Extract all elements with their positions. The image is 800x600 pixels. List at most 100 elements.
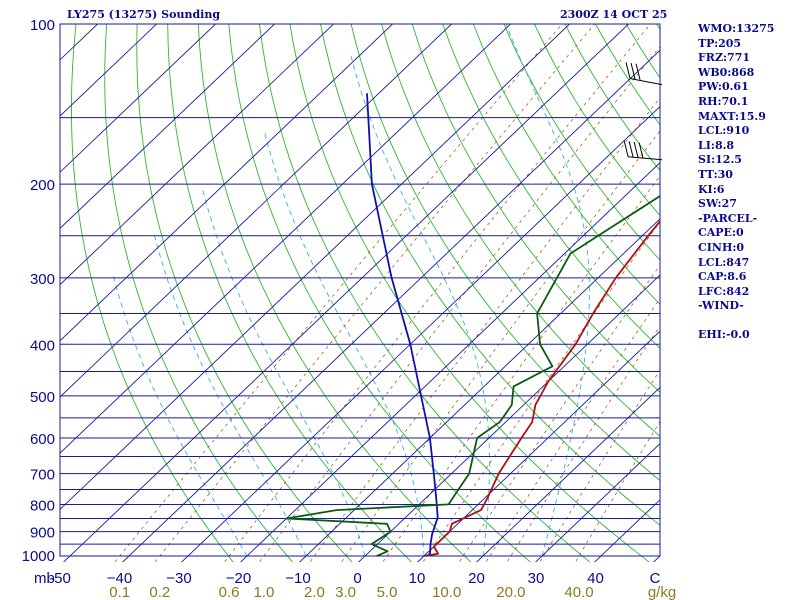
- index-line: WMO:13275: [698, 22, 775, 35]
- mixing-ratio-label: 5.0: [377, 584, 398, 600]
- wind-barb: [625, 62, 663, 86]
- isotherm: [63, 24, 630, 562]
- dry-adiabat: [197, 24, 472, 562]
- isotherm: [240, 162, 660, 562]
- index-line: CAP:8.6: [698, 270, 747, 284]
- index-line: -WIND-: [698, 299, 744, 313]
- isotherm: [60, 24, 335, 286]
- mixing-ratio-label: 1.0: [253, 584, 274, 600]
- isotherm: [181, 105, 660, 562]
- temperature-label: 0: [353, 570, 361, 587]
- mixing-ratio-label: 20.0: [496, 584, 525, 600]
- temperature-label: -50: [49, 570, 71, 587]
- dry-adiabat: [167, 24, 413, 562]
- pressure-unit-label: mb: [34, 570, 55, 587]
- isotherm: [60, 24, 217, 173]
- mixing-ratio-label: 2.0: [304, 584, 325, 600]
- dry-adiabat: [104, 24, 294, 562]
- mixing-ratio-line: [223, 24, 651, 562]
- parcel-line: [366, 93, 439, 557]
- wind-barb-flag: [625, 62, 631, 79]
- dry-adiabat: [411, 24, 660, 393]
- pressure-label: 500: [30, 389, 55, 406]
- isotherm: [417, 330, 660, 562]
- mixing-ratio-label: 0.1: [109, 584, 130, 600]
- dry-adiabat: [350, 24, 660, 482]
- dry-adiabat: [472, 24, 660, 305]
- mixing-ratio-line: [154, 24, 595, 562]
- isotherm: [299, 218, 660, 562]
- pressure-label: 300: [30, 271, 55, 288]
- dry-adiabat: [442, 24, 660, 349]
- mixing-ratio-line: [506, 325, 660, 562]
- mixing-ratio-label: 3.0: [335, 584, 356, 600]
- isotherm: [358, 274, 660, 562]
- index-line: TT:30: [698, 167, 733, 181]
- wind-barb-staff: [628, 156, 663, 161]
- moist-adiabat: [154, 235, 307, 557]
- temperature-label: 20: [468, 570, 485, 587]
- temperature-label: −40: [107, 570, 132, 587]
- moist-adiabat: [112, 273, 248, 557]
- mixing-ratio-line: [575, 420, 660, 562]
- mixing-ratio-label: 40.0: [564, 584, 593, 600]
- wind-barb-staff: [629, 78, 663, 86]
- temperature-label: −20: [226, 570, 251, 587]
- isotherm: [60, 24, 394, 342]
- wind-barb-flag: [623, 140, 629, 157]
- isotherm: [122, 49, 660, 562]
- isotherm: [60, 24, 158, 117]
- wind-barb-flag: [638, 142, 644, 159]
- index-line: [698, 314, 800, 329]
- temperature-label: 30: [528, 570, 545, 587]
- dewpoint-line: [285, 195, 660, 557]
- pressure-label: 800: [30, 497, 55, 514]
- temperature-label: −30: [166, 570, 191, 587]
- plot-frame: [59, 23, 661, 557]
- dry-adiabat: [320, 24, 660, 526]
- index-line: LCL:910: [698, 124, 750, 138]
- pressure-label: 400: [30, 337, 55, 354]
- index-line: LCL:847: [698, 255, 750, 269]
- index-line: CAPE:0: [698, 226, 744, 240]
- moist-adiabat: [202, 189, 366, 557]
- dry-adiabat: [136, 24, 353, 562]
- dry-adiabat: [381, 24, 660, 437]
- index-line: TP:205: [698, 36, 742, 50]
- mixing-ratio-line: [114, 24, 563, 562]
- isotherm: [60, 24, 571, 510]
- dry-adiabat: [258, 24, 591, 562]
- index-line: EHI:-0.0: [698, 328, 750, 342]
- index-line: PW:0.61: [698, 80, 749, 94]
- isotherm: [476, 386, 660, 562]
- index-line: WB0:868: [698, 65, 755, 79]
- indices-panel: WMO:13275 TP:205 FRZ:771 WB0:868 PW:0.61 RH:7…: [698, 22, 800, 343]
- index-line: SW:27: [698, 197, 737, 211]
- pressure-label: 700: [30, 467, 55, 484]
- pressure-label: 900: [30, 525, 55, 542]
- index-line: MAXT:15.9: [698, 109, 766, 123]
- index-line: KI:6: [698, 182, 725, 196]
- index-line: CINH:0: [698, 240, 745, 254]
- mixing-ratio-label: 10.0: [432, 584, 461, 600]
- isotherm: [60, 24, 99, 61]
- mixing-ratio-label: 0.2: [149, 584, 170, 600]
- mixing-ratio-line: [258, 45, 660, 562]
- mixing-ratio-label: 0.6: [219, 584, 240, 600]
- wind-barb: [623, 140, 663, 161]
- wind-barb-flag: [635, 63, 641, 80]
- temperature-label: −10: [285, 570, 310, 587]
- wind-barb-flag: [630, 63, 636, 80]
- temperature-line: [423, 219, 660, 557]
- index-line: LFC:842: [698, 284, 750, 298]
- dry-adiabat: [71, 24, 234, 562]
- isotherm: [60, 24, 512, 454]
- mixing-ratio-line: [382, 175, 660, 562]
- index-line: -PARCEL-: [698, 211, 758, 225]
- pressure-label: 100: [30, 17, 55, 34]
- index-line: LI:8.8: [698, 138, 735, 152]
- wind-barb-flag: [628, 141, 634, 158]
- chart-title: LY275 (13275) Sounding: [67, 8, 221, 21]
- isotherm: [535, 442, 660, 562]
